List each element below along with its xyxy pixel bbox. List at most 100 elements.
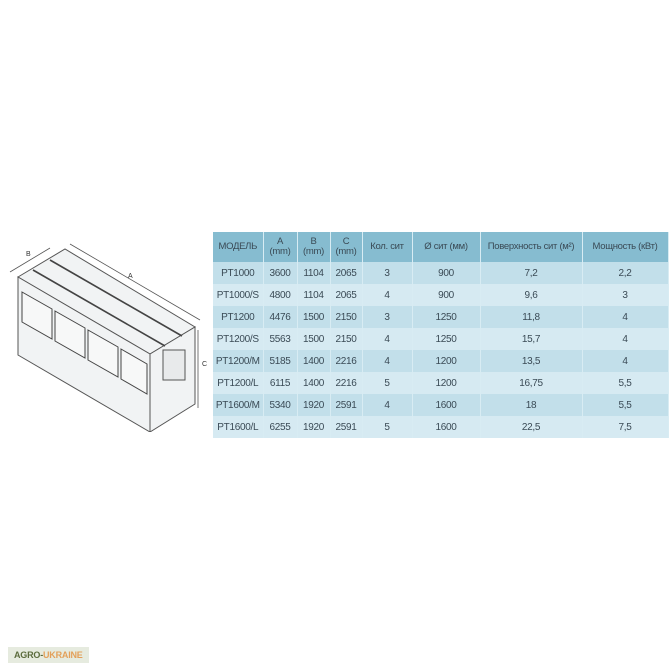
table-cell: 2065 bbox=[330, 284, 363, 306]
table-cell: 6115 bbox=[263, 372, 298, 394]
table-cell: 1500 bbox=[297, 306, 331, 328]
column-header-label: B bbox=[310, 236, 317, 247]
table-cell: 2591 bbox=[330, 416, 363, 438]
table-cell: 9,6 bbox=[480, 284, 583, 306]
table-cell: 1250 bbox=[412, 328, 481, 350]
table-row: PT1200 4476 1500 2150 3 1250 11,8 4 bbox=[213, 306, 669, 328]
table-cell: 22,5 bbox=[480, 416, 583, 438]
table-cell: 1104 bbox=[297, 262, 331, 284]
table-cell: 4 bbox=[582, 328, 669, 350]
column-header: A (mm) bbox=[263, 232, 298, 262]
drawers bbox=[21, 291, 148, 395]
table-cell: 3600 bbox=[263, 262, 298, 284]
table-cell: 1104 bbox=[297, 284, 331, 306]
table-cell: PT1000/S bbox=[213, 284, 264, 306]
table-cell: 4 bbox=[362, 394, 413, 416]
table-row: PT1000 3600 1104 2065 3 900 7,2 2,2 bbox=[213, 262, 669, 284]
table-cell: 3 bbox=[582, 284, 669, 306]
table-cell: 900 bbox=[412, 262, 481, 284]
column-header-unit: (mm) bbox=[269, 246, 291, 257]
watermark-part2: UKRAINE bbox=[43, 650, 83, 660]
table-cell: 2150 bbox=[330, 306, 363, 328]
column-header-label: Ø сит (мм) bbox=[424, 241, 468, 252]
table-cell: 4 bbox=[362, 284, 413, 306]
table-cell: 7,5 bbox=[582, 416, 669, 438]
table-cell: 1920 bbox=[297, 416, 331, 438]
table-cell: 1250 bbox=[412, 306, 481, 328]
table-header-row: МОДЕЛЬ A (mm) B (mm) C (mm) Кол. сит Ø сит (мм) П… bbox=[213, 232, 669, 262]
table-cell: 2150 bbox=[330, 328, 363, 350]
watermark-part1: AGRO- bbox=[14, 650, 43, 660]
table-cell: 1400 bbox=[297, 350, 331, 372]
table-cell: 2,2 bbox=[582, 262, 669, 284]
table-cell: 4 bbox=[362, 350, 413, 372]
table-cell: 5340 bbox=[263, 394, 298, 416]
table-cell: 4476 bbox=[263, 306, 298, 328]
table-cell: 5,5 bbox=[582, 372, 669, 394]
table-cell: 5563 bbox=[263, 328, 298, 350]
table-cell: PT1600/M bbox=[213, 394, 264, 416]
dimension-a-label: A bbox=[128, 273, 133, 280]
table-cell: 1500 bbox=[297, 328, 331, 350]
table-cell: PT1200/S bbox=[213, 328, 264, 350]
table-cell: 7,2 bbox=[480, 262, 583, 284]
table-cell: 1600 bbox=[412, 394, 481, 416]
table-cell: 15,7 bbox=[480, 328, 583, 350]
table-cell: PT1200/L bbox=[213, 372, 264, 394]
table-cell: 5,5 bbox=[582, 394, 669, 416]
table-cell: 2216 bbox=[330, 350, 363, 372]
table-row: PT1000/S 4800 1104 2065 4 900 9,6 3 bbox=[213, 284, 669, 306]
column-header-label: Мощность (кВт) bbox=[592, 241, 658, 252]
column-header-label: Кол. сит bbox=[370, 241, 404, 252]
table-cell: 1920 bbox=[297, 394, 331, 416]
sieve-machine-drawing: B A C bbox=[9, 243, 207, 432]
column-header-unit: (mm) bbox=[303, 246, 324, 257]
table-cell: 3 bbox=[362, 262, 413, 284]
table-cell: 16,75 bbox=[480, 372, 583, 394]
table-cell: 1400 bbox=[297, 372, 331, 394]
table-cell: 2216 bbox=[330, 372, 363, 394]
table-cell: 5 bbox=[362, 416, 413, 438]
column-header-unit: (mm) bbox=[335, 246, 357, 257]
table-cell: 5 bbox=[362, 372, 413, 394]
table-cell: PT1600/L bbox=[213, 416, 264, 438]
table-cell: 900 bbox=[412, 284, 481, 306]
table-cell: PT1200 bbox=[213, 306, 264, 328]
table-cell: 1600 bbox=[412, 416, 481, 438]
column-header: Мощность (кВт) bbox=[582, 232, 669, 262]
table-cell: 18 bbox=[480, 394, 583, 416]
column-header: Ø сит (мм) bbox=[412, 232, 481, 262]
watermark-logo: AGRO-UKRAINE bbox=[8, 647, 89, 663]
specifications-table: МОДЕЛЬ A (mm) B (mm) C (mm) Кол. сит Ø сит (мм) П… bbox=[213, 232, 669, 438]
table-cell: 1200 bbox=[412, 372, 481, 394]
dimension-b-label: B bbox=[26, 251, 31, 258]
table-row: PT1200/L 6115 1400 2216 5 1200 16,75 5,5 bbox=[213, 372, 669, 394]
dimension-c-label: C bbox=[202, 361, 207, 368]
table-row: PT1200/S 5563 1500 2150 4 1250 15,7 4 bbox=[213, 328, 669, 350]
table-cell: 1200 bbox=[412, 350, 481, 372]
table-cell: 4 bbox=[362, 328, 413, 350]
table-cell: 2065 bbox=[330, 262, 363, 284]
column-header: Поверхность сит (м²) bbox=[480, 232, 583, 262]
column-header: МОДЕЛЬ bbox=[213, 232, 264, 262]
column-header: Кол. сит bbox=[362, 232, 413, 262]
table-cell: PT1000 bbox=[213, 262, 264, 284]
table-row: PT1600/M 5340 1920 2591 4 1600 18 5,5 bbox=[213, 394, 669, 416]
table-cell: 11,8 bbox=[480, 306, 583, 328]
table-cell: 4 bbox=[582, 350, 669, 372]
table-cell: 13,5 bbox=[480, 350, 583, 372]
column-header-label: A bbox=[276, 236, 284, 247]
column-header: C (mm) bbox=[330, 232, 363, 262]
motor-box bbox=[162, 349, 186, 381]
table-cell: PT1200/M bbox=[213, 350, 264, 372]
table-row: PT1600/L 6255 1920 2591 5 1600 22,5 7,5 bbox=[213, 416, 669, 438]
table-cell: 6255 bbox=[263, 416, 298, 438]
table-cell: 5185 bbox=[263, 350, 298, 372]
table-cell: 4 bbox=[582, 306, 669, 328]
column-header-label: C bbox=[342, 236, 350, 247]
column-header-label: Поверхность сит (м²) bbox=[487, 241, 575, 252]
table-cell: 3 bbox=[362, 306, 413, 328]
column-header: B (mm) bbox=[297, 232, 331, 262]
table-cell: 4800 bbox=[263, 284, 298, 306]
